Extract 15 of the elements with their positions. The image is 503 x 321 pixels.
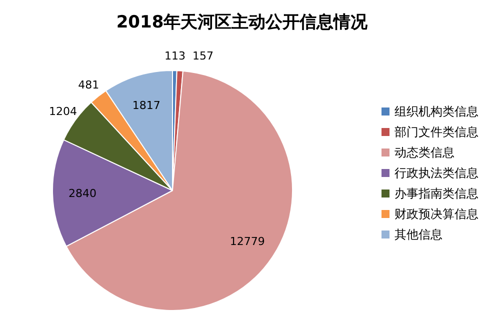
data-label: 1204 <box>49 104 78 118</box>
legend-label: 部门文件类信息 <box>394 125 478 139</box>
legend-label: 行政执法类信息 <box>394 166 478 180</box>
data-label: 481 <box>78 78 100 92</box>
data-label: 2840 <box>68 187 97 200</box>
legend-label: 其他信息 <box>394 228 442 242</box>
data-label: 113 <box>164 49 186 62</box>
legend-label: 财政预决算信息 <box>394 207 478 221</box>
data-label: 157 <box>192 50 214 63</box>
chart-title: 2018年天河区主动公开信息情况 <box>116 12 369 32</box>
data-label: 1817 <box>132 98 160 112</box>
legend-label: 办事指南类信息 <box>394 186 478 200</box>
data-label: 12779 <box>230 234 265 248</box>
legend-label: 组织机构类信息 <box>394 104 478 118</box>
legend-label: 动态类信息 <box>394 146 454 160</box>
